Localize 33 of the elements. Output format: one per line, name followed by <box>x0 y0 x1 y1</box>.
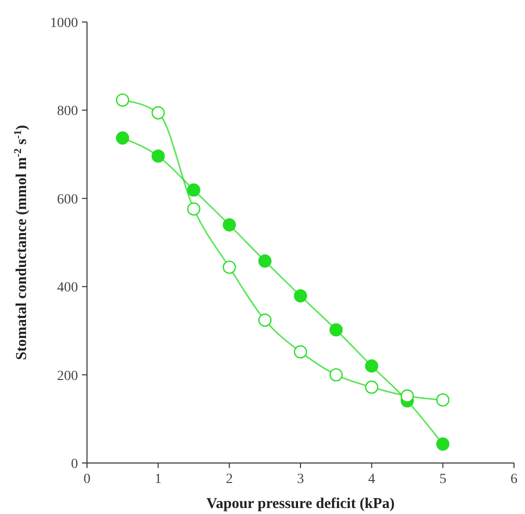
point <box>400 389 414 403</box>
y-tick-label: 800 <box>57 104 78 120</box>
point <box>116 93 130 107</box>
point <box>329 323 343 336</box>
x-tick-label: 6 <box>510 472 518 487</box>
y-tick-label: 400 <box>57 280 78 296</box>
point <box>294 289 308 302</box>
point <box>365 359 378 373</box>
x-axis-title: Vapour pressure deficit (kPa) <box>206 496 395 512</box>
x-tick-label: 3 <box>297 472 304 487</box>
point <box>365 380 378 394</box>
point <box>222 260 236 274</box>
x-tick-label: 5 <box>439 472 446 487</box>
y-tick-label: 1000 <box>50 16 78 31</box>
point <box>152 106 165 120</box>
y-tick-label: 0 <box>71 457 78 472</box>
y-tick-label: 200 <box>57 368 78 384</box>
x-tick-label: 1 <box>154 472 162 487</box>
point <box>258 314 272 327</box>
x-tick-label: 0 <box>84 472 90 487</box>
x-tick-label: 2 <box>226 472 233 487</box>
point <box>116 131 130 145</box>
point <box>436 393 450 407</box>
point <box>258 254 272 268</box>
point <box>436 437 450 451</box>
point <box>187 202 200 216</box>
point <box>187 183 200 197</box>
x-tick-label: 4 <box>368 472 376 487</box>
point <box>222 218 236 232</box>
point <box>152 149 165 163</box>
point <box>329 368 343 382</box>
point <box>294 345 308 358</box>
y-tick-label: 600 <box>57 192 78 208</box>
